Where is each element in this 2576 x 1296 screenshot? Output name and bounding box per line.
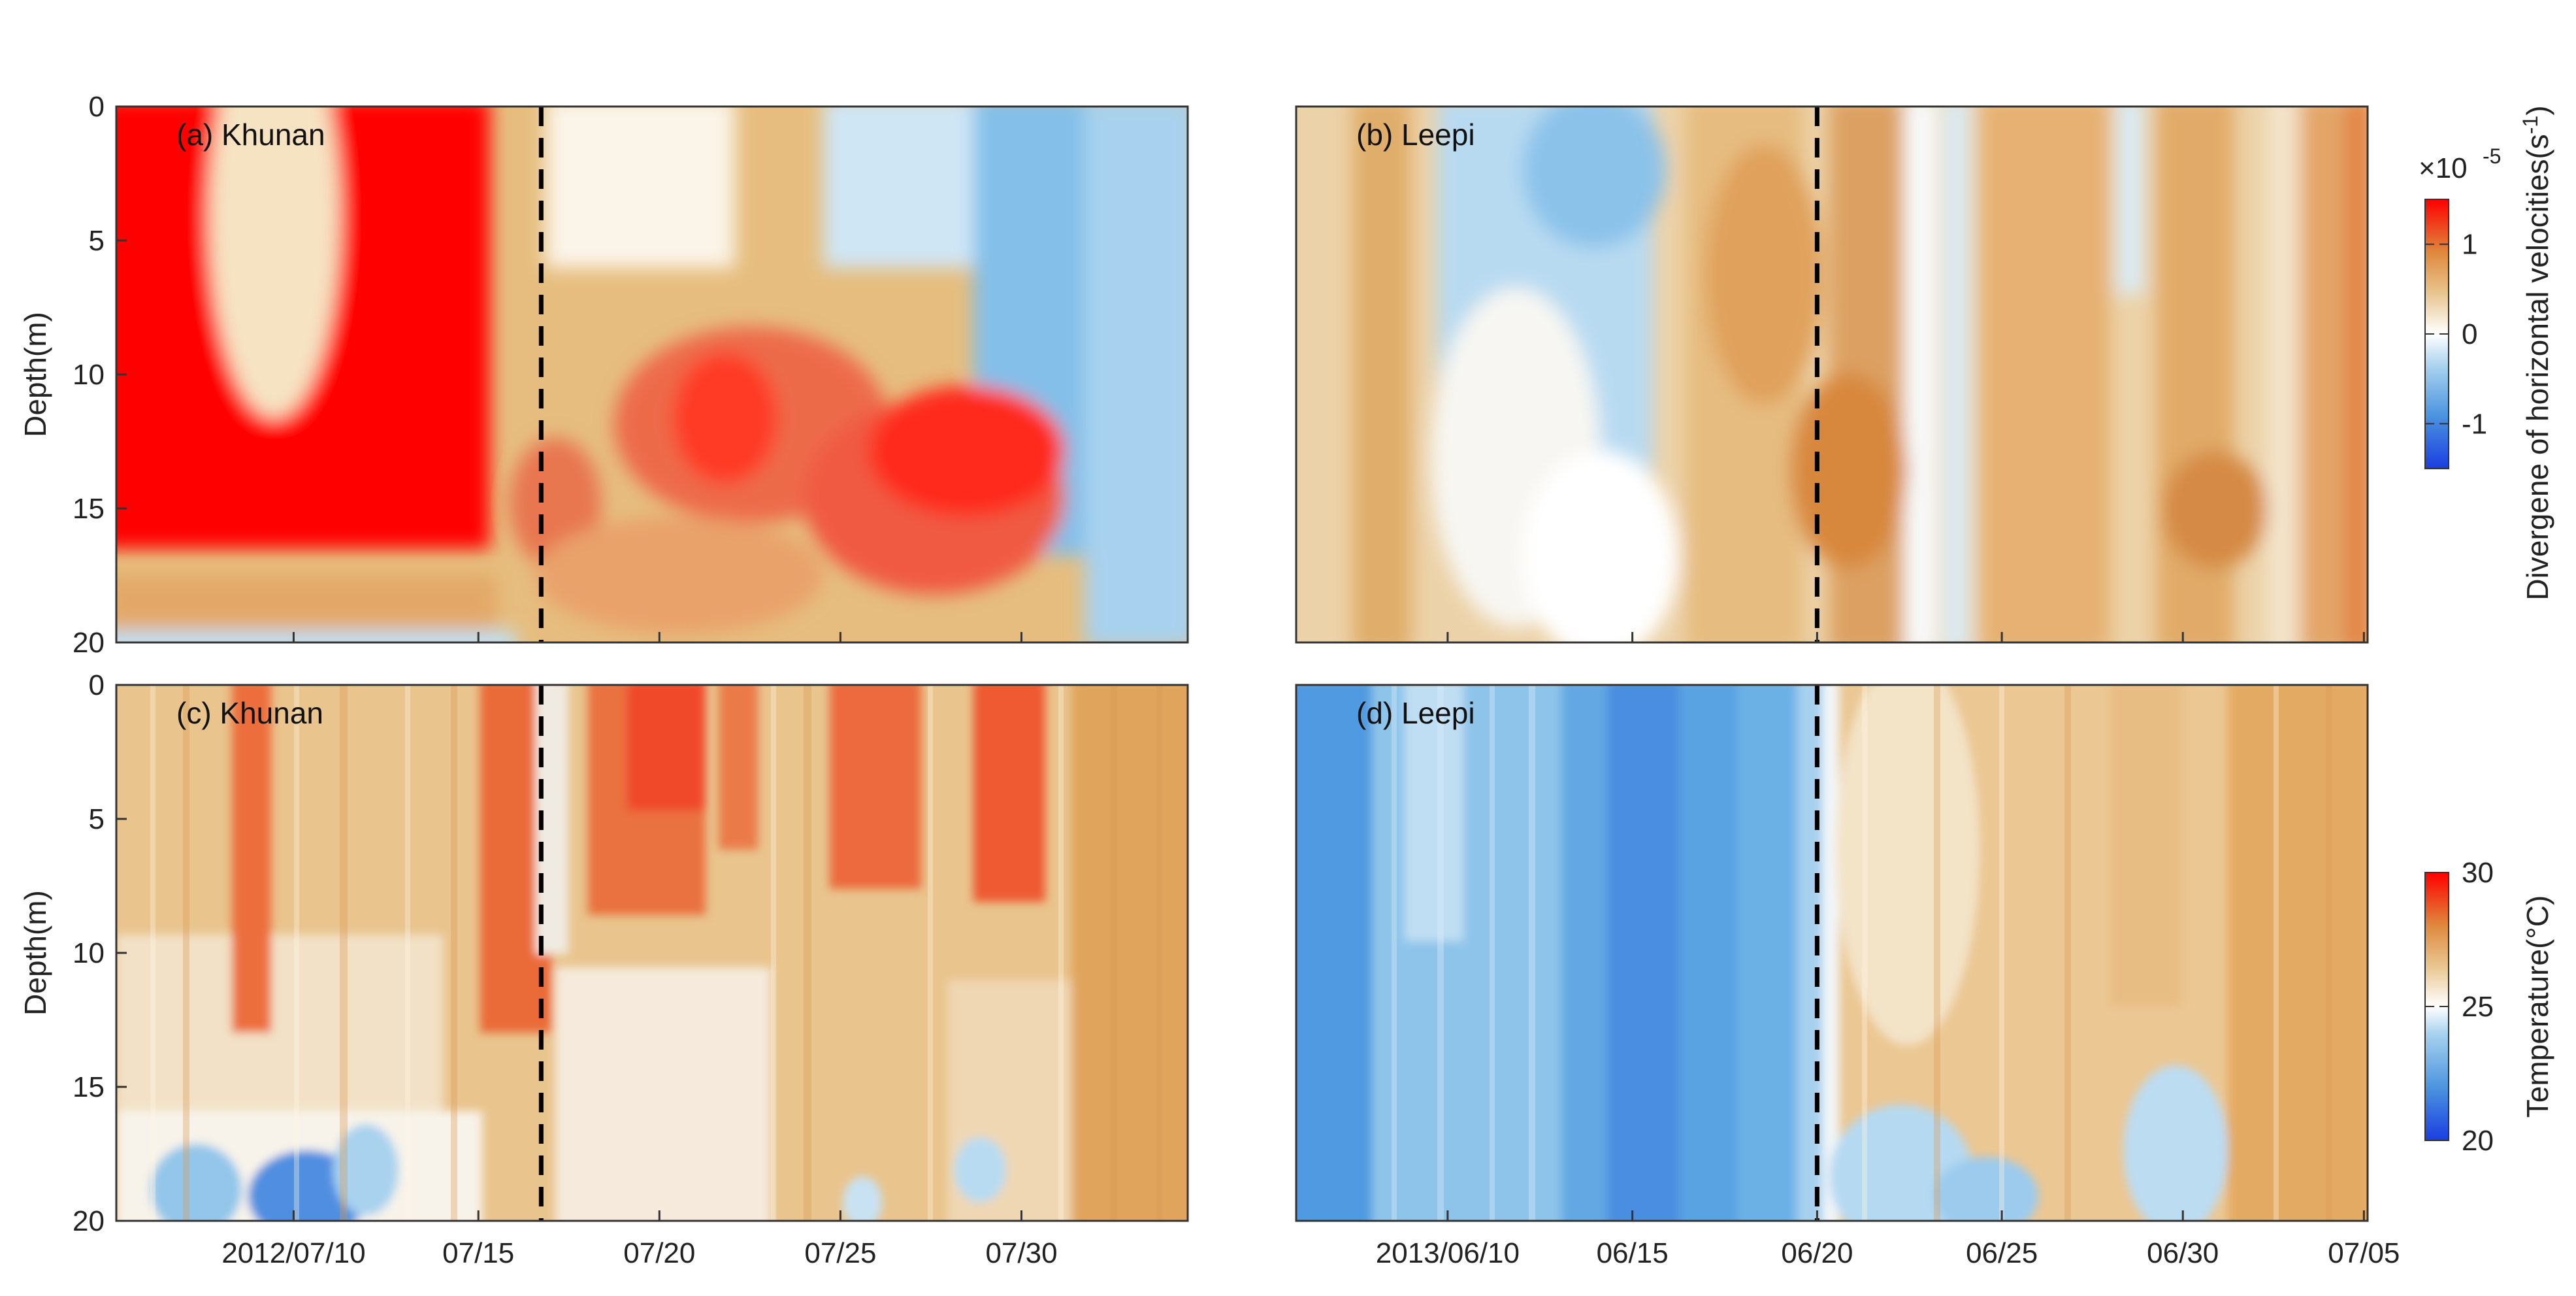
colorbar-temperature-ticks: 30 25 20 <box>2425 857 2494 1157</box>
panel-a-xticks <box>292 632 1023 642</box>
ytick-label: 5 <box>89 803 105 835</box>
panel-a-yticks: 0 5 10 15 20 <box>73 91 127 659</box>
panel-b-field <box>1296 107 2368 642</box>
colorbar-divergence-label: Divergene of horizontal velocities(s-1) <box>2519 105 2554 600</box>
ytick-label: 20 <box>73 627 105 659</box>
colorbar-tick-label: 30 <box>2462 857 2494 889</box>
panel-c-ylabel: Depth(m) <box>18 890 52 1016</box>
colorbar-divergence-ticks: 1 0 -1 <box>2425 229 2487 440</box>
xtick-label: 07/20 <box>623 1237 695 1269</box>
xtick-label: 06/20 <box>1781 1237 1853 1269</box>
colorbar-divergence: ×10 -5 1 0 -1 Divergene of horizontal velo… <box>2419 105 2554 600</box>
xtick-label: 06/25 <box>1966 1237 2038 1269</box>
panel-c-yticks: 0 5 10 15 20 <box>73 669 127 1237</box>
panel-d-field <box>1296 685 2368 1221</box>
ytick-label: 10 <box>73 359 105 391</box>
colorbar-tick-label: -1 <box>2462 408 2487 440</box>
ytick-label: 0 <box>89 669 105 701</box>
panel-a-field <box>116 107 1188 642</box>
xtick-label: 06/15 <box>1597 1237 1669 1269</box>
panel-b-xticks <box>1446 632 2365 642</box>
panel-d-streaks <box>1392 685 2332 1221</box>
panel-c-xticks: 2012/07/10 07/15 07/20 07/25 07/30 <box>221 1210 1058 1269</box>
panel-c-contours <box>116 685 1188 1221</box>
panel-b-label: (b) Leepi <box>1356 118 1475 152</box>
ytick-label: 10 <box>73 937 105 969</box>
panel-a-contours <box>116 107 1188 642</box>
xtick-label: 07/25 <box>804 1237 876 1269</box>
panel-b-contours <box>1352 107 2368 642</box>
panel-c-streaks <box>150 685 1163 1221</box>
xtick-label: 07/05 <box>2328 1237 2400 1269</box>
colorbar-temperature: 30 25 20 Temperature(°C) <box>2424 857 2554 1157</box>
xtick-label: 07/30 <box>985 1237 1057 1269</box>
panel-d-xticks: 2013/06/10 06/15 06/20 06/25 06/30 07/05 <box>1376 1210 2400 1269</box>
xtick-label: 2013/06/10 <box>1376 1237 1520 1269</box>
colorbar-tick-label: 25 <box>2462 991 2494 1023</box>
xtick-label: 2012/07/10 <box>221 1237 365 1269</box>
ytick-label: 5 <box>89 225 105 257</box>
colorbar-temperature-label: Temperature(°C) <box>2520 895 2554 1118</box>
xtick-label: 06/30 <box>2147 1237 2219 1269</box>
xtick-label: 07/15 <box>442 1237 514 1269</box>
colorbar-divergence-exponent: -5 <box>2483 144 2501 168</box>
panel-a: 0 5 10 15 20 (a) Khunan Depth(m) <box>18 91 1189 659</box>
panel-b: (b) Leepi <box>1295 105 2369 644</box>
colorbar-tick-label: 20 <box>2462 1125 2494 1157</box>
ytick-label: 20 <box>73 1205 105 1237</box>
panel-d: 2013/06/10 06/15 06/20 06/25 06/30 07/05 (d) … <box>1295 684 2400 1269</box>
colorbar-tick-label: 0 <box>2462 318 2477 350</box>
panel-d-label: (d) Leepi <box>1356 696 1475 730</box>
panel-b-axes-box <box>1295 105 2369 644</box>
colorbar-tick-label: 1 <box>2462 229 2477 261</box>
panel-a-ylabel: Depth(m) <box>18 312 52 437</box>
panel-d-contours <box>1296 685 2368 1221</box>
ytick-label: 15 <box>73 493 105 525</box>
panel-d-axes-box <box>1295 684 2369 1222</box>
ytick-label: 0 <box>89 91 105 123</box>
ytick-label: 15 <box>73 1071 105 1103</box>
colorbar-divergence-multiplier: ×10 <box>2419 152 2468 184</box>
panel-c-label: (c) Khunan <box>176 696 323 730</box>
panel-a-label: (a) Khunan <box>176 118 325 152</box>
panel-c-field <box>116 685 1188 1221</box>
